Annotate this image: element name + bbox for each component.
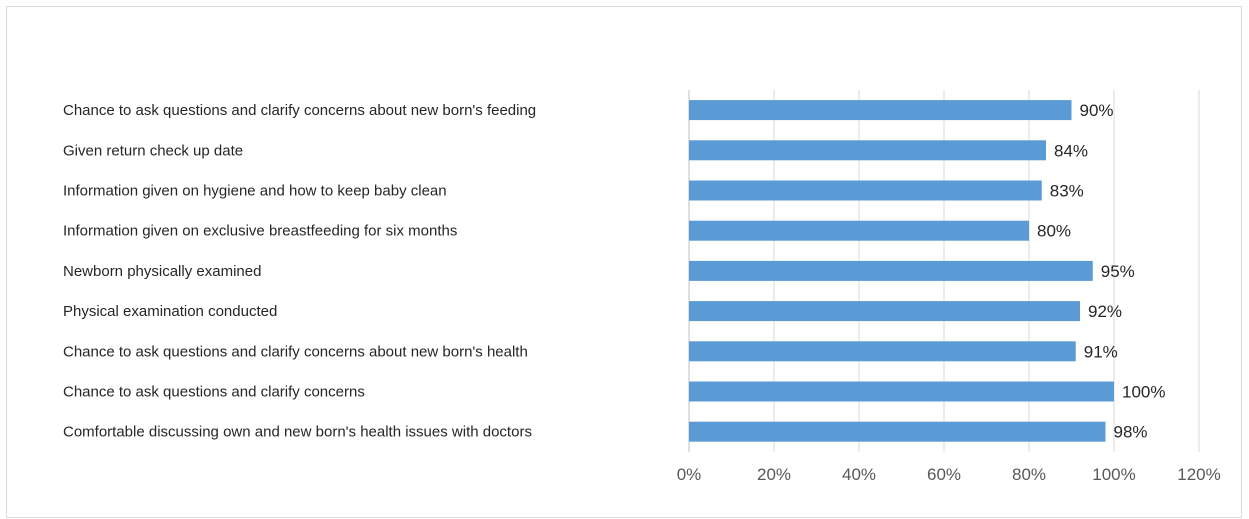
bar bbox=[689, 100, 1072, 121]
category-label: Information given on exclusive breastfee… bbox=[63, 223, 457, 240]
x-tick-label: 100% bbox=[1092, 465, 1135, 484]
category-label: Chance to ask questions and clarify conc… bbox=[63, 102, 536, 119]
data-label: 91% bbox=[1084, 342, 1118, 361]
labels: 0% 20% 40% 60% 80% 100% 120% Chance to ask ques… bbox=[63, 101, 1221, 484]
x-tick-label: 40% bbox=[842, 465, 876, 484]
x-tick-label: 80% bbox=[1012, 465, 1046, 484]
data-label: 95% bbox=[1101, 262, 1135, 281]
data-label: 84% bbox=[1054, 141, 1088, 160]
category-label: Information given on hygiene and how to … bbox=[63, 183, 447, 200]
category-label: Physical examination conducted bbox=[63, 303, 277, 320]
bar bbox=[689, 421, 1106, 442]
bar bbox=[689, 180, 1042, 201]
data-label: 80% bbox=[1037, 222, 1071, 241]
x-tick-label: 60% bbox=[927, 465, 961, 484]
x-tick-label: 20% bbox=[757, 465, 791, 484]
category-label: Chance to ask questions and clarify conc… bbox=[63, 384, 365, 401]
category-label: Newborn physically examined bbox=[63, 263, 261, 280]
data-label: 83% bbox=[1050, 182, 1084, 201]
category-label: Given return check up date bbox=[63, 142, 243, 159]
data-label: 98% bbox=[1114, 423, 1148, 442]
category-label: Chance to ask questions and clarify conc… bbox=[63, 343, 528, 360]
bar bbox=[689, 301, 1080, 322]
data-label: 100% bbox=[1122, 383, 1165, 402]
data-label: 92% bbox=[1088, 302, 1122, 321]
x-tick-label: 0% bbox=[677, 465, 702, 484]
bars bbox=[689, 100, 1114, 442]
bar bbox=[689, 381, 1114, 402]
x-tick-label: 120% bbox=[1177, 465, 1220, 484]
bar bbox=[689, 220, 1029, 241]
data-label: 90% bbox=[1080, 101, 1114, 120]
bar bbox=[689, 140, 1046, 161]
bar bbox=[689, 341, 1076, 362]
bar bbox=[689, 260, 1093, 281]
category-label: Comfortable discussing own and new born'… bbox=[63, 424, 532, 441]
